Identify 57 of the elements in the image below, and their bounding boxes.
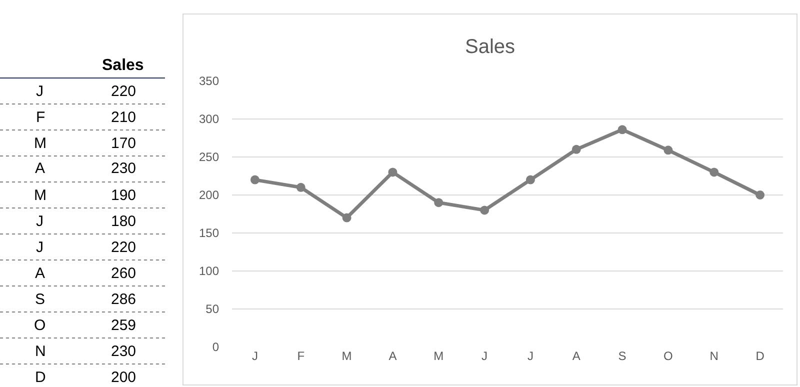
x-tick-label: J [527,349,534,363]
text: 286 [111,291,136,308]
x-tick-label: M [434,349,444,363]
category-label: S [35,291,46,308]
point [664,146,673,155]
text: 260 [111,265,136,282]
point [296,182,306,192]
category-label: D [35,369,46,386]
category-label: F [36,109,46,126]
text: 220 [111,239,136,256]
text: 259 [111,317,136,334]
x-tick-label: A [388,349,397,363]
text: Sales [102,57,144,74]
text: 170 [111,135,136,152]
chart-title: Sales [464,36,516,58]
x-tick-label: M [342,349,352,363]
x-tick-label: A [572,349,580,363]
text: 200 [111,369,136,386]
category-label: M [34,135,46,152]
y-tick-label: 200 [198,188,220,202]
point [756,190,765,200]
point [480,206,490,215]
x-tick-label: O [664,349,673,363]
y-tick-label: 150 [198,226,220,240]
point [526,175,535,184]
category-label: A [35,160,46,177]
x-tick-label: D [756,349,765,363]
x-tick-label: J [482,349,488,363]
y-tick-label: 300 [198,112,220,126]
x-tick-label: N [710,349,718,363]
text: 190 [111,187,136,204]
point [434,198,444,208]
point [342,213,352,222]
category-label: J [36,239,44,256]
y-tick-label: 100 [198,264,220,278]
category-label: A [35,265,46,282]
y-tick-label: 250 [198,150,220,164]
text: 230 [111,160,136,177]
x-tick-label: S [618,349,626,363]
y-tick-label: 350 [198,74,220,88]
text: 210 [111,109,136,126]
point [618,125,627,134]
text: 230 [111,343,136,360]
point [710,168,719,177]
point [572,144,581,154]
point [388,168,398,177]
y-tick-label: 0 [212,340,220,354]
point [250,175,260,184]
x-tick-label: F [297,349,305,363]
category-label: J [36,83,44,100]
text: 180 [111,213,136,230]
text: 220 [111,83,136,100]
category-label: M [34,187,46,204]
y-tick-label: 50 [206,302,220,316]
category-label: J [36,213,44,230]
x-tick-label: J [252,349,258,363]
category-label: O [34,317,46,334]
